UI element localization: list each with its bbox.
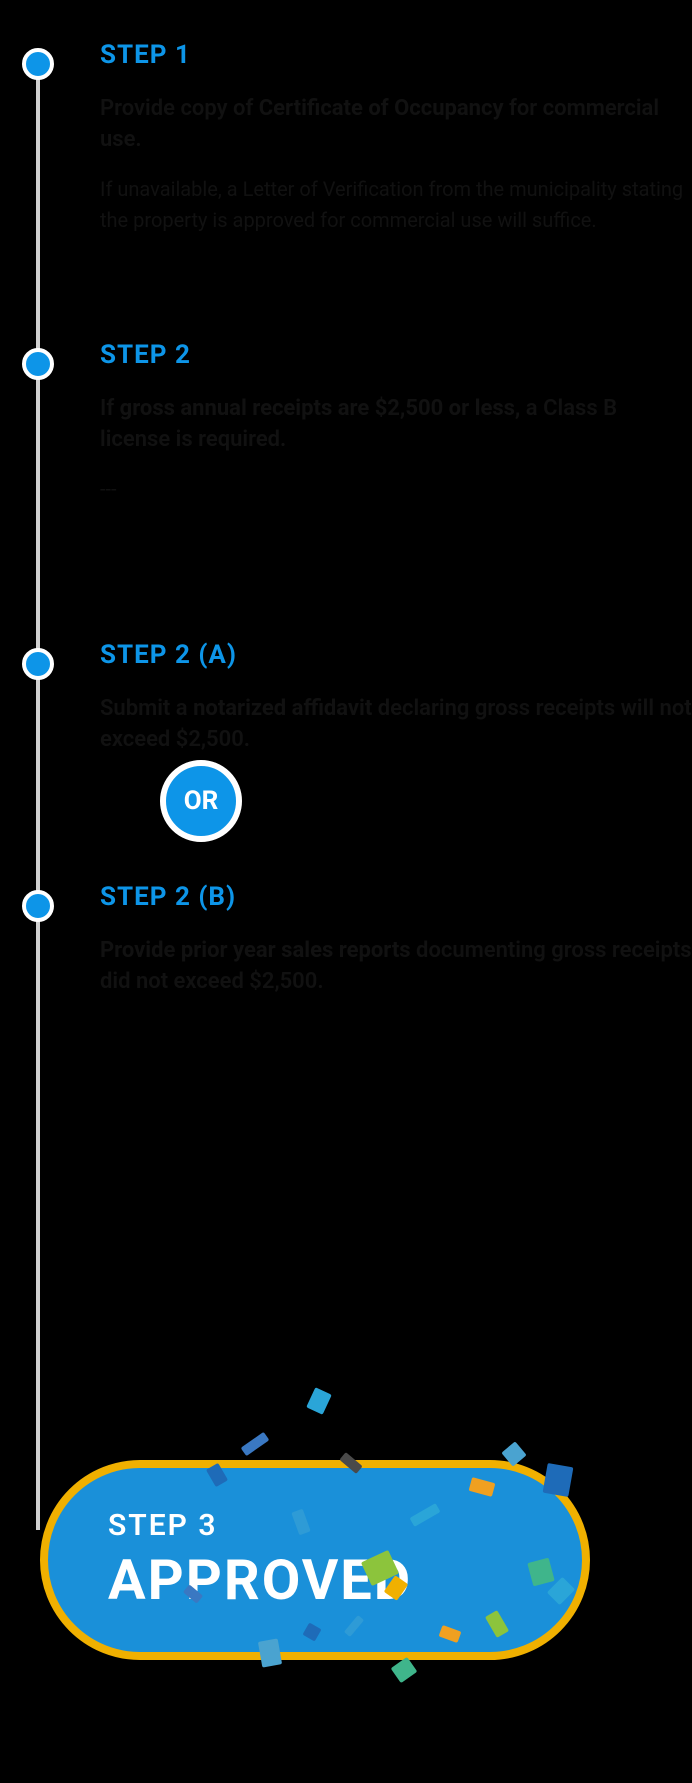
step-title-prefix: If (100, 396, 120, 421)
confetti-piece (543, 1463, 574, 1497)
step-title-prefix: Provide copy of (100, 96, 259, 121)
step-title: If gross annual receipts are $2,500 or l… (100, 394, 692, 456)
step-title-highlight: Provide prior year sales reports (100, 938, 411, 963)
step-1: STEP 1 Provide copy of Certificate of Oc… (20, 40, 692, 240)
timeline-container: STEP 1 Provide copy of Certificate of Oc… (0, 0, 692, 1002)
or-badge: OR (160, 760, 242, 842)
step-2a: STEP 2 (A) Submit a notarized affidavit … (20, 640, 692, 760)
step-title-highlight: Certificate of Occupancy (259, 96, 504, 121)
step-dot-icon (22, 890, 54, 922)
confetti-piece (258, 1638, 282, 1667)
step-title-highlight: notarized affidavit (193, 696, 372, 721)
approved-text: APPROVED (108, 1547, 582, 1613)
step-title: Submit a notarized affidavit declaring g… (100, 694, 692, 756)
or-label: OR (184, 786, 219, 816)
step-2b: STEP 2 (B) Provide prior year sales repo… (20, 882, 692, 1002)
step-body: --- (100, 474, 692, 505)
confetti-piece (391, 1657, 418, 1683)
confetti-piece (306, 1387, 332, 1415)
step-dot-icon (22, 348, 54, 380)
step-title-highlight: gross annual receipts are $2,500 or less… (120, 396, 521, 421)
step-title-prefix: Submit a (100, 696, 193, 721)
step-2: STEP 2 If gross annual receipts are $2,5… (20, 340, 692, 540)
step-title: Provide prior year sales reports documen… (100, 936, 692, 998)
step-dot-icon (22, 648, 54, 680)
step-label: STEP 2 (A) (100, 640, 692, 670)
step-label: STEP 2 (B) (100, 882, 692, 912)
approved-step-label: STEP 3 (108, 1508, 582, 1543)
step-label: STEP 2 (100, 340, 692, 370)
step-label: STEP 1 (100, 40, 692, 70)
timeline-line (36, 50, 40, 1530)
step-title: Provide copy of Certificate of Occupancy… (100, 94, 692, 156)
step-dot-icon (22, 48, 54, 80)
confetti-piece (241, 1432, 270, 1456)
step-body: If unavailable, a Letter of Verification… (100, 174, 692, 236)
